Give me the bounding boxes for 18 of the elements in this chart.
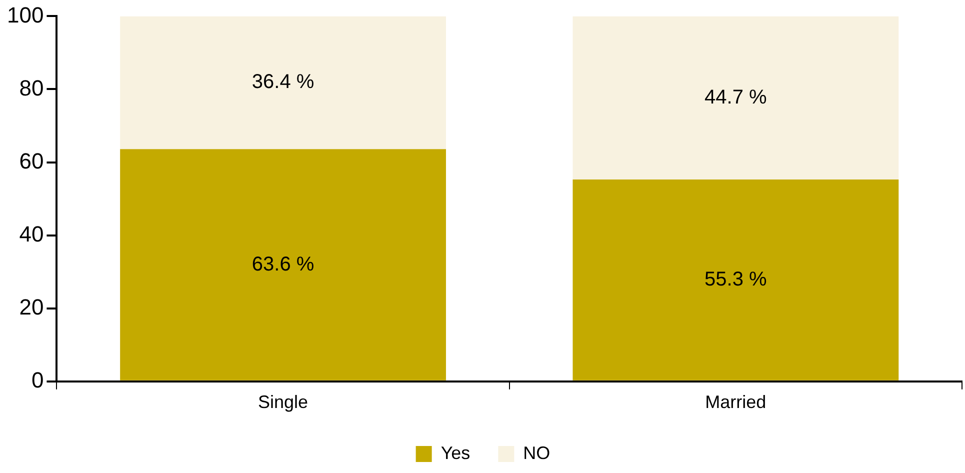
legend-label: NO [523,442,550,463]
y-tick-label: 60 [19,148,44,174]
y-tick-label: 80 [19,75,44,100]
data-label: 36.4 % [252,71,314,94]
data-label: 63.6 % [252,253,314,276]
x-tick-label: Married [705,392,766,412]
y-tick-label: 20 [19,294,44,320]
bar [120,149,446,380]
y-tick-label: 100 [6,2,44,28]
legend-label: Yes [440,442,470,463]
y-tick-label: 0 [31,367,44,392]
y-tick-label: 40 [19,221,44,246]
bar [120,16,446,150]
data-label: 55.3 % [704,268,768,290]
data-label: 44.7 % [704,86,768,108]
bar [572,179,899,380]
bar [572,16,899,180]
x-tick-label: Single [258,392,308,412]
